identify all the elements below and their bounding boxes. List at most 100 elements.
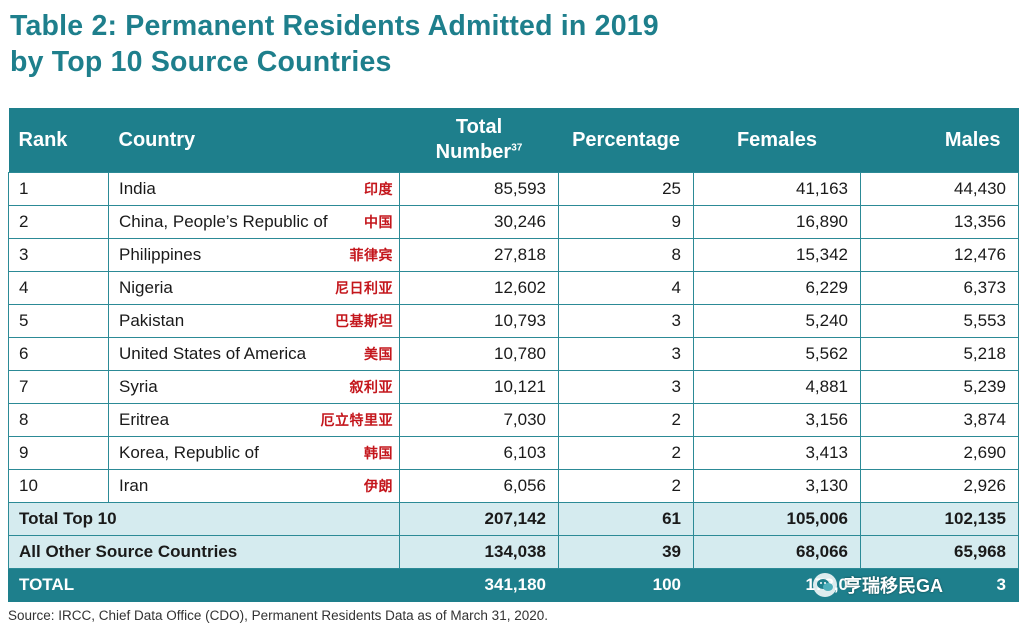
all-other-males: 65,968 [860,534,1019,569]
country-cell: Iran 伊朗 [108,468,400,503]
table-row: 7 Syria 叙利亚 10,121 3 4,881 5,239 [8,369,1019,404]
total-top-10-label: Total Top 10 [8,501,400,536]
country-name: Iran [119,475,149,495]
header-males: Males [944,128,1001,151]
table-row: 3 Philippines 菲律宾 27,818 8 15,342 12,476 [8,237,1019,272]
percentage-cell: 4 [558,270,694,305]
country-cell: Philippines 菲律宾 [108,237,400,272]
header-total-line-1: Total [455,115,503,138]
total-top-10-percentage: 61 [558,501,694,536]
females-cell: 5,240 [693,303,861,338]
females-cell: 3,413 [693,435,861,470]
rank-cell: 5 [8,303,109,338]
country-chinese-label: 尼日利亚 [335,279,393,296]
total-top-10-males: 102,135 [860,501,1019,536]
country-name: China, People’s Republic of [119,211,328,231]
females-cell: 5,562 [693,336,861,371]
header-total-line-2: Number [435,140,512,163]
rank-cell: 10 [8,468,109,503]
header-rank: Rank [18,128,68,151]
table-row: 6 United States of America 美国 10,780 3 5,562 5… [8,336,1019,371]
rank-cell: 7 [8,369,109,404]
all-other-total: 134,038 [399,534,559,569]
percentage-cell: 8 [558,237,694,272]
males-cell: 12,476 [860,237,1019,272]
country-chinese-label: 韩国 [364,444,393,461]
table-row: 2 China, People’s Republic of 中国 30,246 9 16,… [8,204,1019,239]
total-top-10-row: Total Top 10 207,142 61 105,006 102,135 [8,501,1019,536]
country-name: Korea, Republic of [119,442,259,462]
total-top-10-females: 105,006 [693,501,861,536]
country-name: Pakistan [119,310,185,330]
table-title: Table 2: Permanent Residents Admitted in… [10,8,1020,80]
percentage-cell: 2 [558,468,694,503]
total-number-cell: 7,030 [399,402,559,437]
header-country: Country [118,128,196,151]
rank-cell: 8 [8,402,109,437]
all-other-percentage: 39 [558,534,694,569]
females-cell: 15,342 [693,237,861,272]
males-cell: 3,874 [860,402,1019,437]
table-row: 10 Iran 伊朗 6,056 2 3,130 2,926 [8,468,1019,503]
country-name: United States of America [119,343,307,363]
grand-total-males: 3 [860,567,1019,602]
country-cell: Syria 叙利亚 [108,369,400,404]
rank-cell: 4 [8,270,109,305]
males-cell: 6,373 [860,270,1019,305]
country-cell: Eritrea 厄立特里亚 [108,402,400,437]
wechat-icon [813,573,837,597]
header-females: Females [736,128,818,151]
rank-cell: 3 [8,237,109,272]
country-cell: Pakistan 巴基斯坦 [108,303,400,338]
country-chinese-label: 伊朗 [364,477,393,494]
country-chinese-label: 中国 [364,213,393,230]
males-cell: 2,690 [860,435,1019,470]
males-cell: 13,356 [860,204,1019,239]
all-other-label: All Other Source Countries [8,534,400,569]
rank-cell: 2 [8,204,109,239]
country-cell: China, People’s Republic of 中国 [108,204,400,239]
header-total-footnote: 37 [511,142,523,154]
total-number-cell: 30,246 [399,204,559,239]
table-header: Rank Country Total Number37 Percentage F… [8,108,1019,172]
grand-total-total: 341,180 [399,567,559,602]
country-chinese-label: 菲律宾 [349,246,393,263]
percentage-cell: 3 [558,336,694,371]
header-percentage: Percentage [572,128,680,151]
males-cell: 5,239 [860,369,1019,404]
rank-cell: 1 [8,171,109,206]
females-cell: 6,229 [693,270,861,305]
table-row: 5 Pakistan 巴基斯坦 10,793 3 5,240 5,553 [8,303,1019,338]
title-line-2: by Top 10 Source Countries [10,46,392,78]
males-cell: 2,926 [860,468,1019,503]
total-top-10-total: 207,142 [399,501,559,536]
percentage-cell: 2 [558,435,694,470]
total-number-cell: 6,103 [399,435,559,470]
all-other-females: 68,066 [693,534,861,569]
country-name: India [119,178,156,198]
country-chinese-label: 印度 [364,180,393,197]
table-row: 4 Nigeria 尼日利亚 12,602 4 6,229 6,373 [8,270,1019,305]
country-chinese-label: 美国 [364,345,393,362]
total-number-cell: 10,780 [399,336,559,371]
country-name: Eritrea [119,409,170,429]
country-cell: Korea, Republic of 韩国 [108,435,400,470]
grand-total-label: TOTAL [8,567,400,602]
header-total-number: Total Number37 [400,108,559,172]
table-row: 1 India 印度 85,593 25 41,163 44,430 [8,171,1019,206]
grand-total-percentage: 100 [558,567,694,602]
country-chinese-label: 叙利亚 [349,378,393,395]
percentage-cell: 25 [558,171,694,206]
females-cell: 4,881 [693,369,861,404]
total-number-cell: 6,056 [399,468,559,503]
watermark-text: 亨瑞移民GA [844,576,943,596]
country-name: Nigeria [119,277,173,297]
country-cell: Nigeria 尼日利亚 [108,270,400,305]
rank-cell: 9 [8,435,109,470]
females-cell: 41,163 [693,171,861,206]
total-number-cell: 10,793 [399,303,559,338]
females-cell: 3,156 [693,402,861,437]
rank-cell: 6 [8,336,109,371]
total-number-cell: 27,818 [399,237,559,272]
all-other-countries-row: All Other Source Countries 134,038 39 68… [8,534,1019,569]
